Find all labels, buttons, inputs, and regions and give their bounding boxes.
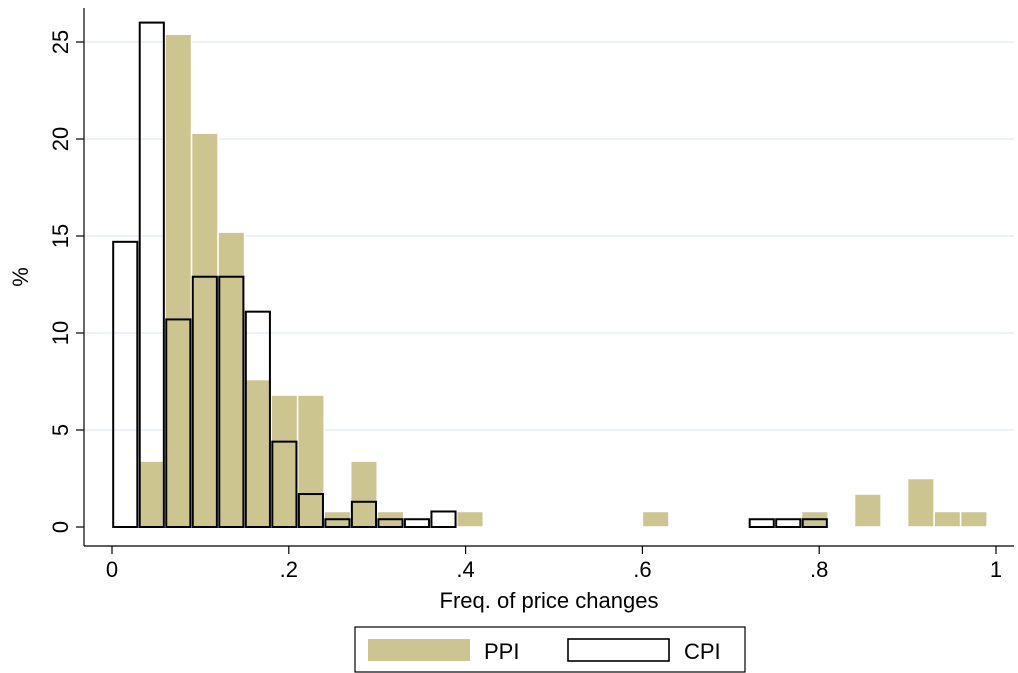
cpi-bar-7 <box>297 493 324 528</box>
cpi-bar-15 <box>801 518 828 528</box>
ppi-bar-8 <box>349 460 378 528</box>
ppi-bar-10 <box>456 510 485 528</box>
x-tick-label-3: .6 <box>633 557 651 582</box>
ppi-bar-2 <box>190 132 219 528</box>
ppi-bar-15 <box>933 510 962 528</box>
legend-label-ppi: PPI <box>484 639 519 664</box>
cpi-bar-8 <box>324 518 351 528</box>
legend-swatch-cpi <box>567 638 670 662</box>
cpi-bar-11 <box>403 518 431 528</box>
cpi-bar-2 <box>165 318 192 529</box>
y-ticks: 0 5 10 15 20 25 <box>48 30 84 533</box>
y-tick-label-4: 20 <box>48 127 73 151</box>
cpi-bars <box>112 21 828 529</box>
x-tick-label-2: .4 <box>456 557 474 582</box>
legend: PPI CPI <box>354 626 746 673</box>
ppi-bar-0 <box>137 460 166 528</box>
legend-label-cpi: CPI <box>684 639 721 664</box>
x-ticks: 0 .2 .4 .6 .8 1 <box>106 546 1002 582</box>
y-axis-label: % <box>8 267 33 287</box>
y-tick-label-0: 0 <box>48 521 73 533</box>
x-axis-label: Freq. of price changes <box>440 588 659 613</box>
cpi-bar-0 <box>112 240 139 528</box>
axes <box>83 8 1014 547</box>
y-tick-label-1: 5 <box>48 424 73 436</box>
ppi-bar-11 <box>641 510 670 528</box>
ppi-bar-13 <box>853 493 882 528</box>
cpi-bar-5 <box>244 310 271 528</box>
cpi-bar-3 <box>191 275 218 528</box>
y-tick-label-2: 10 <box>48 321 73 345</box>
cpi-bar-4 <box>218 275 245 528</box>
cpi-bar-10 <box>377 518 404 528</box>
cpi-bar-14 <box>775 518 802 528</box>
x-tick-label-4: .8 <box>810 557 828 582</box>
ppi-bars <box>137 33 988 528</box>
ppi-bar-4 <box>243 378 272 528</box>
ppi-bar-5 <box>270 394 299 528</box>
cpi-bar-13 <box>748 518 775 528</box>
y-tick-label-5: 25 <box>48 30 73 54</box>
x-tick-label-1: .2 <box>280 557 298 582</box>
cpi-bar-9 <box>350 500 378 528</box>
ppi-bar-16 <box>959 510 988 528</box>
ppi-bar-6 <box>296 394 325 528</box>
cpi-bar-12 <box>430 510 457 529</box>
x-tick-label-5: 1 <box>990 557 1002 582</box>
cpi-bar-1 <box>138 21 165 528</box>
x-tick-label-0: 0 <box>106 557 118 582</box>
cpi-bar-6 <box>271 440 298 529</box>
ppi-bar-14 <box>906 477 935 528</box>
y-tick-label-3: 15 <box>48 224 73 248</box>
ppi-bar-1 <box>164 33 193 528</box>
legend-swatch-ppi <box>368 639 470 661</box>
